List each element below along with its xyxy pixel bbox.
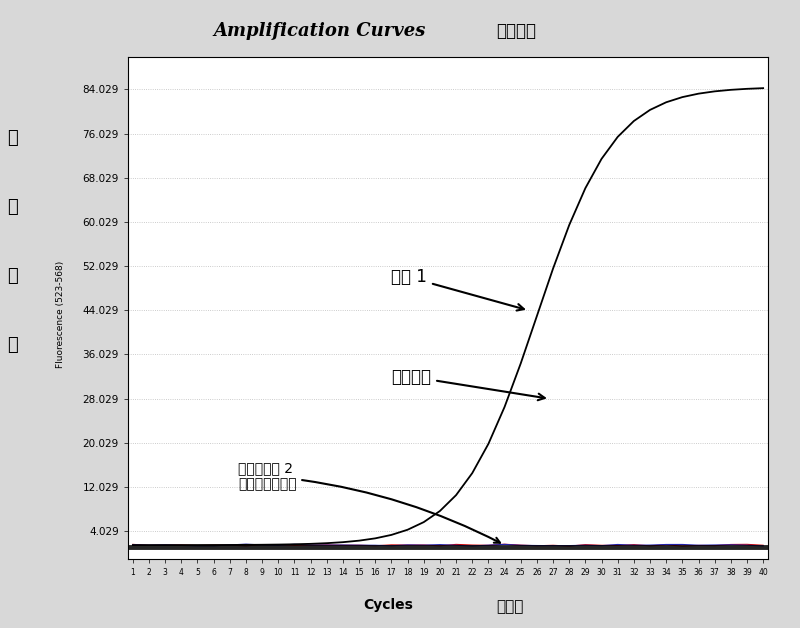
Text: 阳性对照: 阳性对照 xyxy=(391,368,545,400)
Text: 光: 光 xyxy=(6,198,18,216)
Text: 红线为样品 2
蓝线为阴性对照: 红线为样品 2 蓝线为阴性对照 xyxy=(238,461,500,543)
Text: 扩增曲线: 扩增曲线 xyxy=(496,22,536,40)
Text: Cycles: Cycles xyxy=(363,598,413,612)
Text: 增: 增 xyxy=(6,268,18,285)
Text: Fluorescence (523-568): Fluorescence (523-568) xyxy=(55,261,65,367)
Text: 循环数: 循环数 xyxy=(496,599,523,614)
Text: 炊: 炊 xyxy=(6,129,18,147)
Text: Amplification Curves: Amplification Curves xyxy=(214,22,426,40)
Text: 样品 1: 样品 1 xyxy=(391,268,524,311)
Text: 量: 量 xyxy=(6,337,18,354)
